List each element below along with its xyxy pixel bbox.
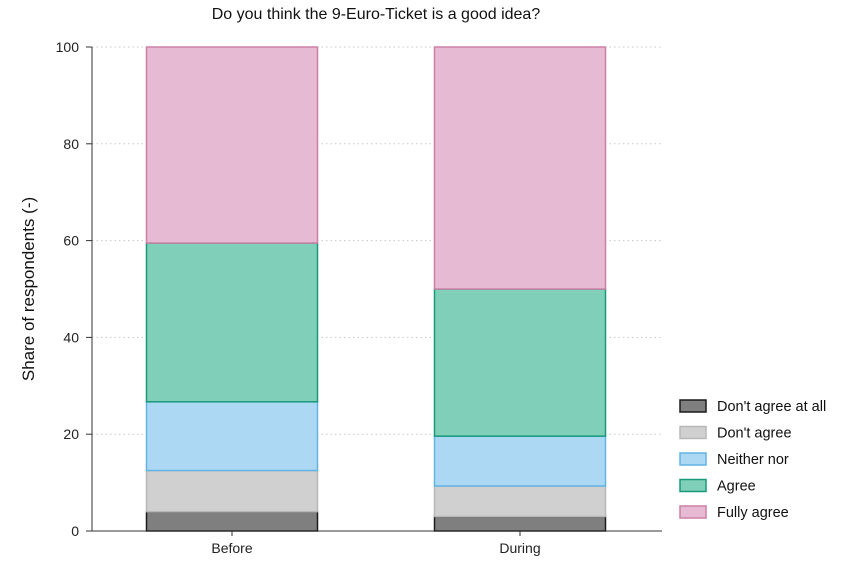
y-tick-label: 80 <box>63 136 79 152</box>
bar-segment-before-4 <box>145 46 319 244</box>
x-tick-label: Before <box>211 540 252 556</box>
legend-swatch <box>679 399 707 413</box>
bars <box>145 46 607 532</box>
legend-label: Fully agree <box>717 505 789 521</box>
bar-segment-before-2 <box>145 401 319 472</box>
bar-segment-during-1 <box>433 485 607 518</box>
legend-swatch <box>679 452 707 466</box>
axes <box>91 47 662 532</box>
x-tick-labels: Before During <box>211 531 541 556</box>
y-tick-label: 0 <box>71 523 79 539</box>
y-tick-label: 20 <box>63 426 79 442</box>
bar-segment-during-0 <box>433 515 607 532</box>
bar-segment-during-2 <box>433 435 607 487</box>
bar-segment-before-3 <box>145 242 319 403</box>
x-tick-label: During <box>499 540 540 556</box>
bar-segment-during-3 <box>433 288 607 437</box>
bar-segment-before-0 <box>145 510 319 532</box>
legend: Don't agree at all Don't agree Neither nor… <box>679 399 826 521</box>
y-tick-labels: 0 20 40 60 80 100 <box>56 39 80 539</box>
bar-segment-during-4 <box>433 46 607 290</box>
y-tick-label: 100 <box>56 39 80 55</box>
legend-label: Agree <box>717 479 756 495</box>
y-tick-label: 40 <box>63 329 79 345</box>
bar-segment-before-1 <box>145 469 319 513</box>
legend-swatch <box>679 478 707 493</box>
legend-label: Neither nor <box>717 452 789 468</box>
y-axis-title: Share of respondents (-) <box>19 197 38 381</box>
legend-label: Don't agree at all <box>717 399 826 415</box>
chart-title: Do you think the 9-Euro-Ticket is a good… <box>212 6 541 23</box>
y-tick-label: 60 <box>63 233 79 249</box>
legend-swatch <box>679 505 707 519</box>
legend-label: Don't agree <box>717 426 792 442</box>
legend-swatch <box>679 425 707 440</box>
